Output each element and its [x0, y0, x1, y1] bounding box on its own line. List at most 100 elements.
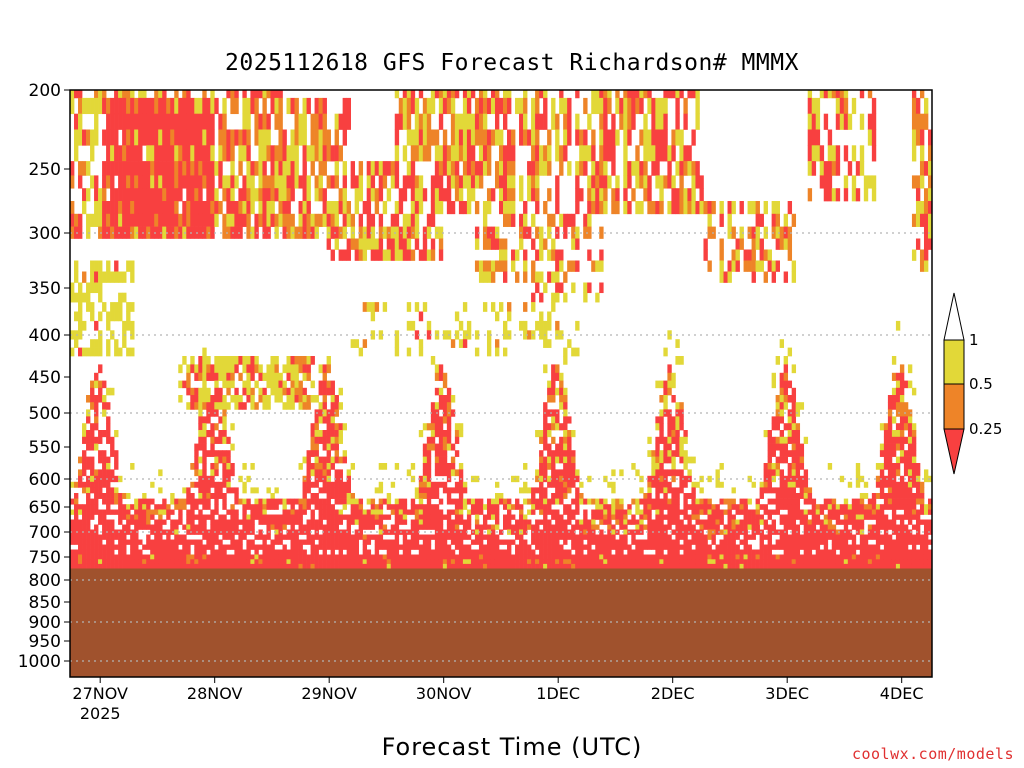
heatmap-cell [74, 498, 79, 505]
heatmap-cell [378, 554, 384, 560]
heatmap-cell [799, 534, 805, 540]
heatmap-cell [298, 387, 303, 396]
heatmap-cell [791, 423, 797, 431]
heatmap-cell [246, 364, 251, 374]
heatmap-cell [430, 238, 436, 250]
heatmap-cell [615, 509, 620, 515]
heatmap-cell [659, 519, 664, 525]
heatmap-cell [162, 113, 167, 130]
heatmap-cell [82, 554, 87, 560]
heatmap-cell [186, 519, 191, 525]
heatmap-cell [663, 469, 668, 477]
heatmap-cell [130, 302, 135, 312]
heatmap-cell [230, 161, 235, 176]
heatmap-cell [326, 559, 331, 565]
heatmap-cell [226, 481, 231, 488]
heatmap-cell [326, 416, 331, 424]
heatmap-cell [635, 175, 640, 189]
heatmap-cell [126, 311, 131, 322]
heatmap-cell [494, 339, 500, 348]
heatmap-cell [118, 498, 123, 505]
heatmap-cell [482, 113, 488, 130]
heatmap-cell [414, 529, 420, 535]
heatmap-cell [490, 559, 496, 565]
heatmap-cell [659, 423, 664, 431]
heatmap-cell [122, 213, 127, 227]
heatmap-cell [643, 539, 648, 545]
heatmap-cell [535, 249, 540, 261]
heatmap-cell [422, 524, 428, 530]
heatmap-cell [470, 161, 476, 176]
heatmap-cell [374, 188, 380, 202]
heatmap-cell [799, 402, 805, 410]
heatmap-cell [254, 97, 259, 115]
heatmap-cell [322, 524, 327, 530]
heatmap-cell [563, 416, 568, 424]
heatmap-cell [330, 554, 335, 560]
heatmap-cell [274, 380, 279, 389]
heatmap-cell [266, 549, 271, 555]
heatmap-cell [759, 554, 764, 560]
heatmap-cell [234, 539, 239, 545]
heatmap-cell [94, 529, 99, 535]
heatmap-cell [370, 330, 376, 340]
heatmap-cell [286, 201, 291, 215]
heatmap-cell [631, 498, 636, 505]
heatmap-cell [723, 544, 728, 550]
heatmap-cell [422, 509, 428, 515]
heatmap-cell [631, 563, 636, 569]
heatmap-cell [559, 395, 564, 403]
heatmap-cell [603, 563, 608, 569]
heatmap-cell [282, 188, 287, 202]
heatmap-cell [819, 554, 825, 560]
heatmap-cell [663, 514, 668, 520]
heatmap-cell [130, 188, 135, 202]
heatmap-cell [619, 509, 624, 515]
heatmap-cell [639, 524, 644, 530]
heatmap-cell [563, 443, 568, 451]
heatmap-cell [519, 549, 524, 555]
heatmap-cell [82, 129, 87, 146]
heatmap-cell [110, 487, 115, 494]
heatmap-cell [711, 554, 716, 560]
heatmap-cell [194, 402, 199, 410]
heatmap-cell [342, 539, 347, 545]
heatmap-cell [122, 524, 127, 530]
heatmap-cell [90, 559, 95, 565]
heatmap-cell [843, 498, 849, 505]
heatmap-cell [290, 563, 295, 569]
heatmap-cell [354, 539, 360, 545]
heatmap-cell [507, 175, 512, 189]
heatmap-cell [142, 509, 147, 515]
heatmap-cell [102, 549, 107, 555]
heatmap-cell [290, 97, 295, 115]
heatmap-cell [178, 395, 183, 403]
heatmap-cell [663, 559, 668, 565]
heatmap-cell [527, 554, 532, 560]
heatmap-cell [314, 559, 319, 565]
heatmap-cell [326, 145, 331, 162]
heatmap-cell [462, 524, 468, 530]
heatmap-cell [499, 260, 504, 272]
heatmap-cell [406, 563, 412, 569]
heatmap-cell [366, 302, 372, 312]
heatmap-cell [358, 529, 364, 535]
heatmap-cell [639, 90, 644, 99]
heatmap-cell [170, 161, 175, 176]
heatmap-cell [603, 161, 608, 176]
heatmap-cell [350, 498, 356, 505]
heatmap-cell [422, 113, 428, 130]
heatmap-cell [310, 514, 315, 520]
heatmap-cell [350, 509, 356, 515]
heatmap-cell [719, 481, 724, 488]
heatmap-cell [771, 469, 776, 477]
heatmap-cell [835, 97, 841, 115]
heatmap-cell [130, 330, 135, 340]
heatmap-cell [82, 519, 87, 525]
heatmap-cell [150, 97, 155, 115]
heatmap-cell [270, 380, 275, 389]
heatmap-cell [659, 380, 664, 389]
heatmap-cell [559, 487, 564, 494]
heatmap-cell [462, 487, 468, 494]
heatmap-cell [274, 559, 279, 565]
